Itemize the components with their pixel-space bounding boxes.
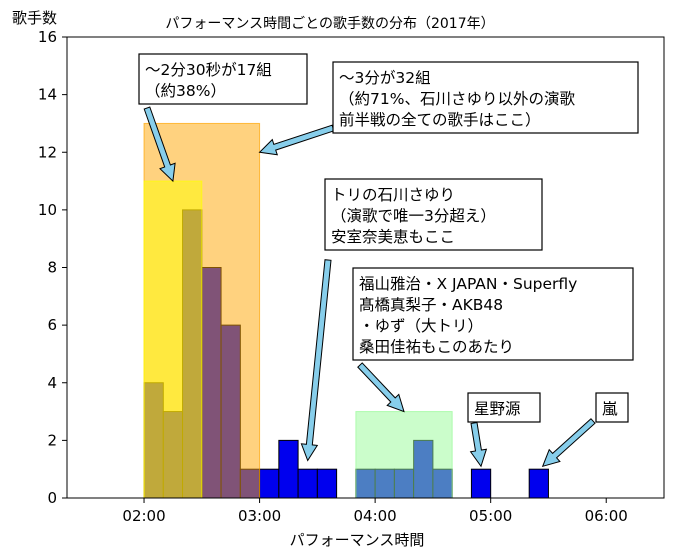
annotation-text-5-0: 嵐	[602, 400, 618, 418]
y-tick-label-5: 10	[38, 201, 57, 219]
annotation-arrow-2	[300, 259, 332, 462]
annotation-box-3	[352, 267, 634, 361]
y-tick-label-0: 0	[47, 489, 57, 507]
annotation-text-4-0: 星野源	[474, 400, 521, 418]
annotation-text-2-2: 安室奈美恵もここ	[331, 228, 455, 246]
annotation-text-0-0: ～2分30秒が17組	[145, 61, 272, 79]
x-tick-label-4: 06:00	[585, 507, 628, 525]
annotation-box-1	[332, 61, 639, 134]
annotation-arrow-5	[541, 418, 596, 468]
annotation-text-1-1: （約71%、石川さゆり以外の演歌	[339, 90, 575, 108]
x-tick-label-1: 03:00	[238, 507, 281, 525]
annotation-box-2	[324, 178, 543, 251]
annotation-text-3-1: 髙橋真梨子・AKB48	[359, 296, 503, 314]
annotation-text-2-0: トリの石川さゆり	[331, 186, 455, 204]
annotation-text-3-2: ・ゆず（大トリ）	[359, 317, 483, 335]
annotation-text-1-0: ～3分が32組	[339, 69, 431, 87]
bar-6	[259, 468, 280, 499]
highlight-regions	[143, 122, 453, 499]
annotation-box-0	[138, 53, 308, 105]
annotation-arrow-3	[357, 362, 405, 413]
annotation-box-4	[467, 392, 541, 423]
x-tick-label-2: 04:00	[354, 507, 397, 525]
annotation-text-2-1: （演歌で唯一3分超え）	[331, 207, 496, 225]
y-tick-label-8: 16	[38, 28, 57, 46]
annotation-text-3-0: 福山雅治・X JAPAN・Superfly	[359, 275, 577, 293]
axis-ticks: 02:00 03:00 04:00 05:00 06:00 0 2 4 6 8 10 12 14 16	[38, 28, 628, 525]
x-tick-label-3: 05:00	[469, 507, 512, 525]
bar-7	[278, 439, 299, 499]
bar-8	[297, 468, 318, 499]
annotation-text-3-3: 桑田佳祐もこのあたり	[359, 338, 514, 356]
annotations: ～2分30秒が17組 （約38%） ～3分が32組 （約71%、石川さゆり以外の演歌前…	[138, 53, 639, 468]
chart-title: パフォーマンス時間ごとの歌手数の分布（2017年）	[165, 16, 494, 32]
y-tick-label-6: 12	[38, 143, 57, 161]
y-tick-label-3: 6	[47, 316, 57, 334]
x-axis-label: パフォーマンス時間	[290, 531, 425, 549]
y-tick-label-1: 2	[47, 431, 57, 449]
annotation-text-0-1: （約38%）	[145, 82, 226, 100]
annotation-arrow-1	[258, 124, 335, 156]
x-tick-label-0: 02:00	[122, 507, 165, 525]
y-tick-label-2: 4	[47, 374, 57, 392]
annotation-arrow-4	[469, 421, 488, 468]
y-tick-label-7: 14	[38, 86, 57, 104]
bar-9	[316, 468, 338, 499]
bar-16	[528, 468, 549, 499]
annotation-arrow-0	[143, 106, 176, 183]
bar-15	[470, 468, 492, 499]
highlight-region-1	[143, 180, 203, 499]
highlight-region-2	[355, 411, 453, 499]
annotation-text-1-2: 前半戦の全ての歌手はここ）	[339, 111, 541, 129]
y-tick-label-4: 8	[47, 259, 57, 277]
y-axis-label: 歌手数	[12, 9, 57, 27]
annotation-box-5	[595, 392, 629, 423]
